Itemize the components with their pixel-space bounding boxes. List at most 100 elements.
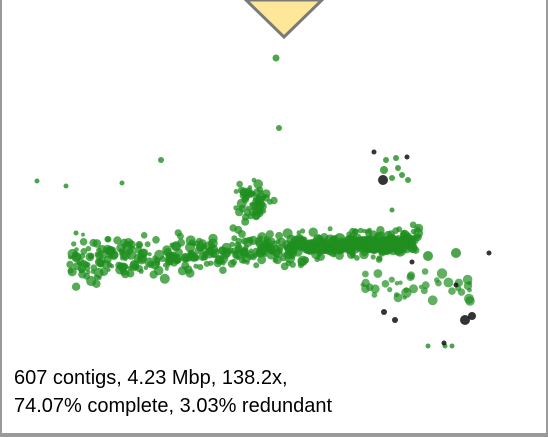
contig-scatter-plot[interactable] [0, 0, 548, 360]
contig-dot [389, 207, 395, 213]
contig-dot [298, 244, 306, 252]
contig-dot [152, 236, 160, 244]
contig-dot [436, 268, 448, 279]
contig-dot [373, 269, 383, 278]
bin-summary-line-2: 74.07% complete, 3.03% redundant [14, 395, 332, 417]
contig-dot [194, 245, 204, 255]
contig-dot [135, 265, 143, 273]
contig-dot [371, 292, 378, 298]
contig-dot [229, 224, 237, 232]
contig-dot [68, 255, 73, 260]
contig-dot [398, 280, 403, 285]
contig-dot [227, 259, 236, 268]
contig-dot [302, 256, 310, 264]
contig-dot [258, 246, 268, 256]
contig-dot [115, 261, 123, 269]
contig-dot [413, 233, 422, 242]
contig-dot [381, 309, 387, 315]
contig-dot [449, 343, 455, 349]
contig-dot [143, 265, 149, 271]
contig-dot [101, 259, 107, 264]
contig-dot [231, 235, 238, 242]
contig-dot [434, 277, 440, 283]
contig-dot [360, 282, 365, 287]
contig-dot [169, 242, 175, 248]
contig-dot [284, 252, 296, 264]
contig-dot [87, 252, 95, 260]
contig-dot [223, 249, 232, 258]
contig-dot [242, 213, 250, 221]
contig-dot [401, 287, 412, 298]
contig-dot [174, 257, 181, 264]
contig-dot [423, 251, 433, 261]
triangle-down-icon [243, 0, 325, 40]
contig-dot [362, 270, 369, 278]
contig-dot [119, 180, 125, 186]
contig-dot [421, 281, 430, 290]
contig-dot [289, 261, 296, 268]
contig-dot [164, 266, 169, 271]
contig-dot [370, 254, 376, 260]
contig-dot [354, 255, 360, 261]
contig-dot [247, 213, 254, 220]
contig-dot [77, 261, 82, 266]
contig-dot [63, 183, 69, 189]
contig-dot [273, 255, 282, 265]
contig-dot [276, 125, 282, 131]
contig-dot [270, 240, 278, 248]
contig-dot [333, 233, 346, 245]
contig-dot [275, 246, 283, 254]
contig-dot [308, 227, 318, 237]
contig-dot [389, 175, 395, 181]
contig-dot [72, 252, 82, 262]
contig-dot [118, 248, 123, 253]
contig-dot [104, 235, 111, 243]
contig-dot [387, 230, 395, 239]
contig-dot [282, 228, 293, 239]
contig-dot [208, 244, 219, 254]
contig-dot [380, 166, 388, 174]
contig-dot [257, 255, 267, 265]
contig-dot [180, 253, 190, 263]
contig-dot [465, 296, 475, 306]
contig-dot [97, 275, 102, 280]
contig-dot [159, 256, 166, 262]
contig-dot [370, 284, 380, 294]
contig-dot [375, 256, 383, 263]
contig-dot [136, 255, 147, 265]
contig-dot [441, 340, 447, 346]
contig-dot [351, 228, 359, 235]
contig-dot [198, 239, 207, 248]
contig-dot [369, 243, 380, 255]
contig-dot [405, 177, 411, 183]
contig-dot [395, 165, 401, 171]
contig-dot [272, 54, 280, 62]
contig-dot [383, 157, 389, 163]
bin-summary-line-1: 607 contigs, 4.23 Mbp, 138.2x, [14, 367, 288, 389]
contig-dot [203, 260, 210, 267]
bin-summary: 607 contigs, 4.23 Mbp, 138.2x, 74.07% co… [14, 364, 332, 420]
contig-dot [407, 271, 416, 280]
contig-dot [427, 295, 438, 306]
contig-dot [71, 241, 77, 247]
contig-dot [448, 287, 456, 295]
contig-dot [184, 265, 193, 274]
contig-dot [147, 252, 152, 257]
contig-dot [99, 267, 109, 276]
contig-dot [109, 250, 119, 260]
contig-dot [357, 227, 364, 234]
contig-dot [162, 263, 168, 268]
contig-dot [96, 258, 103, 265]
contig-dot [79, 238, 88, 246]
contig-dot [397, 236, 409, 248]
contig-dot [468, 312, 476, 320]
contig-dot [208, 233, 218, 244]
contig-dot [140, 232, 148, 239]
panel-left-border [0, 0, 2, 437]
contig-dot [78, 270, 87, 279]
contig-dot [243, 244, 249, 251]
contig-dot [387, 287, 393, 293]
contig-dot [239, 187, 249, 197]
contig-dot [263, 236, 270, 242]
